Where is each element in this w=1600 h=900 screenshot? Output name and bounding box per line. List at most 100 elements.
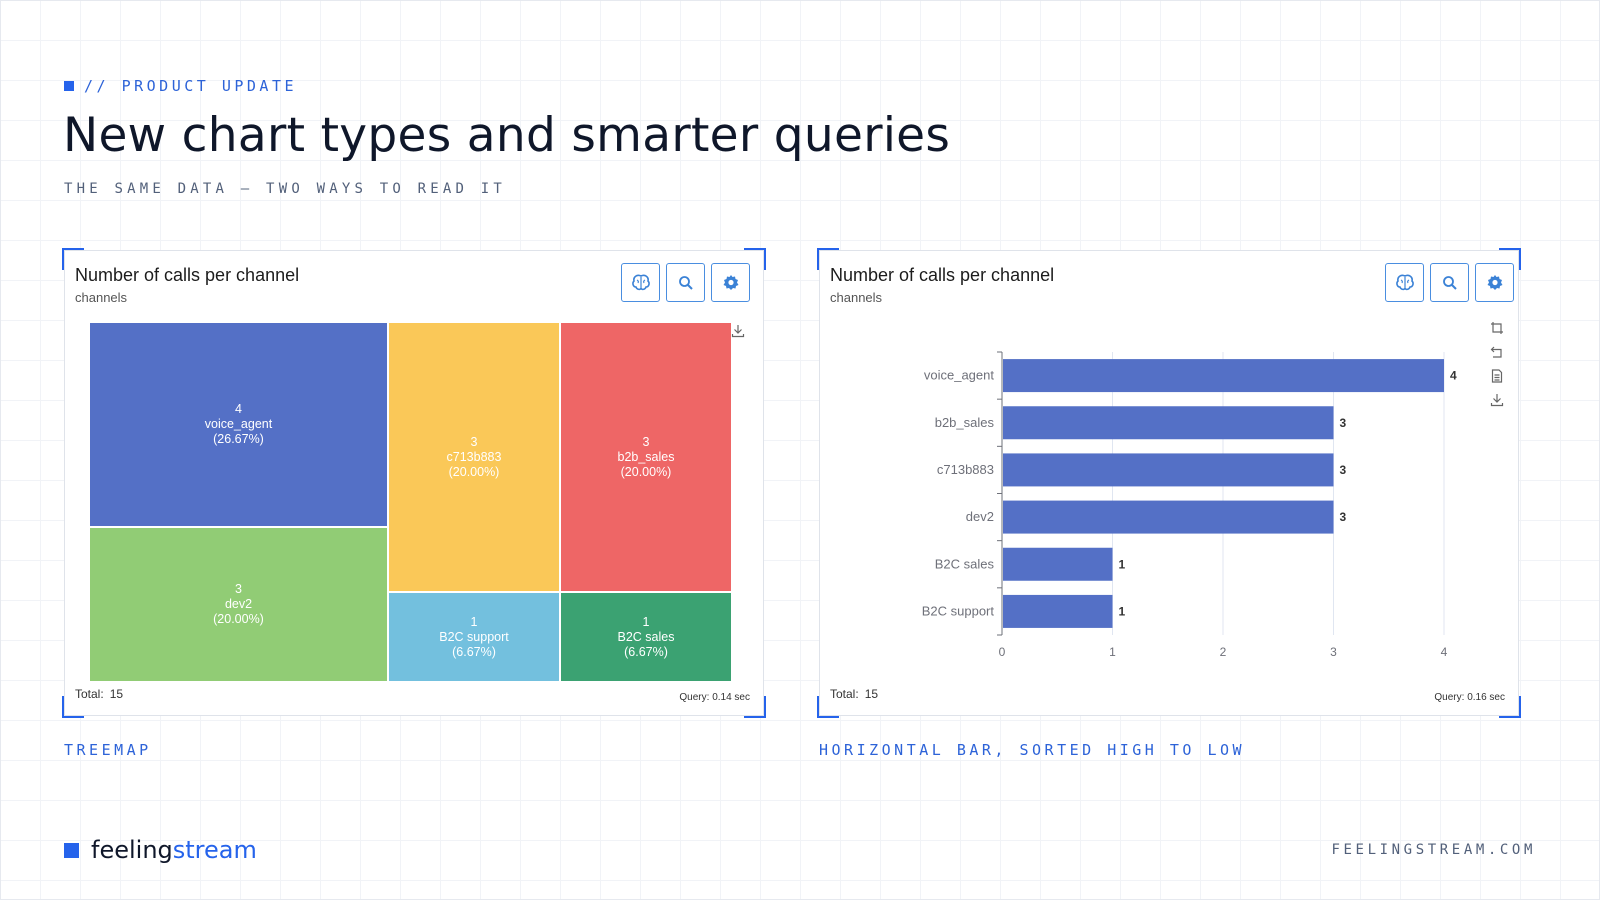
cell-value: 3 (642, 434, 650, 449)
corner-bracket (744, 248, 766, 270)
x-tick-label: 4 (1441, 645, 1448, 659)
card-title: Number of calls per channel (830, 265, 1055, 285)
bar-data-label: 3 (1340, 416, 1347, 430)
data-view-icon[interactable] (1490, 369, 1504, 383)
total-value: 15 (109, 687, 124, 701)
cell-name: B2C support (439, 629, 509, 644)
treemap-cell-b2c-support[interactable]: 1 B2C support (6.67%) (388, 592, 560, 682)
eyebrow-text: // PRODUCT UPDATE (84, 77, 298, 95)
page-subtitle: THE SAME DATA — TWO WAYS TO READ IT (64, 181, 507, 197)
bar-chart: 0 1 2 3 4 voice_agent 4 b2b_sales 3 c713b883 3 dev2… (922, 351, 1457, 659)
bar-b2b-sales[interactable] (1003, 406, 1334, 440)
undo-icon[interactable] (1490, 345, 1504, 359)
cell-name: c713b883 (446, 449, 502, 464)
total-label: Total: (830, 687, 859, 701)
card-subtitle: channels (75, 290, 128, 305)
card-title: Number of calls per channel (75, 265, 300, 285)
corner-bracket (1499, 696, 1521, 718)
treemap-cell-c713b883[interactable]: 3 c713b883 (20.00%) (388, 322, 560, 592)
brand-name-part2: stream (172, 836, 257, 864)
page-title: New chart types and smarter queries (63, 108, 951, 163)
bar-dev2[interactable] (1003, 500, 1334, 534)
x-tick-label: 2 (1220, 645, 1227, 659)
cell-pct: (6.67%) (452, 644, 496, 659)
bar-data-label: 4 (1450, 369, 1457, 383)
treemap-cell-dev2[interactable]: 3 dev2 (20.00%) (89, 527, 388, 682)
cell-value: 4 (235, 402, 242, 416)
total-count: Total: 15 (75, 687, 123, 701)
ai-brain-button[interactable] (1385, 263, 1424, 302)
download-icon[interactable] (1490, 393, 1504, 407)
card-subtitle: channels (830, 290, 883, 305)
treemap-cell-b2b-sales[interactable]: 3 b2b_sales (20.00%) (560, 322, 732, 592)
corner-bracket (817, 248, 839, 270)
treemap-cell-b2c-sales[interactable]: 1 B2C sales (6.67%) (560, 592, 732, 682)
gear-icon (723, 274, 738, 290)
cell-pct: (20.00%) (620, 464, 672, 479)
cell-name: b2b_sales (617, 449, 675, 464)
bar-b2c-sales[interactable] (1003, 547, 1113, 581)
brand-logo: feelingstream (64, 836, 257, 864)
eyebrow-square (64, 81, 74, 91)
y-category-label: B2C support (922, 603, 995, 618)
cell-value: 3 (470, 434, 478, 449)
x-tick-label: 0 (999, 645, 1006, 659)
bar-card: Number of calls per channel channels 0 1 2… (817, 248, 1521, 718)
download-icon[interactable] (731, 324, 745, 338)
cell-pct: (6.67%) (624, 644, 668, 659)
x-tick-label: 1 (1109, 645, 1116, 659)
treemap-card: Number of calls per channel channels 4 v… (62, 248, 766, 718)
treemap-chart: 4 voice_agent (26.67%) 3 c713b883 (20.00… (89, 322, 744, 688)
cell-name: voice_agent (204, 417, 273, 431)
site-url[interactable]: FEELINGSTREAM.COM (1331, 842, 1536, 858)
corner-bracket (1499, 248, 1521, 270)
chart-side-tools (1490, 321, 1504, 407)
bar-voice-agent[interactable] (1003, 359, 1444, 393)
y-category-label: voice_agent (924, 368, 994, 383)
brand-square (64, 842, 79, 858)
x-tick-label: 3 (1330, 645, 1337, 659)
brand-name-part1: feeling (91, 836, 173, 864)
cell-pct: (26.67%) (213, 432, 264, 446)
ai-brain-button[interactable] (621, 263, 660, 302)
bar-data-label: 1 (1119, 557, 1126, 571)
total-value: 15 (864, 687, 879, 701)
cell-value: 1 (470, 614, 478, 629)
bar-c713b883[interactable] (1003, 453, 1334, 487)
settings-button[interactable] (1475, 263, 1514, 302)
cell-value: 1 (642, 614, 650, 629)
search-icon (1442, 275, 1457, 290)
treemap-cell-voice-agent[interactable]: 4 voice_agent (26.67%) (89, 322, 388, 527)
search-button[interactable] (1430, 263, 1469, 302)
y-category-label: c713b883 (937, 462, 994, 477)
search-icon (678, 275, 693, 290)
cell-name: B2C sales (617, 629, 675, 644)
settings-button[interactable] (711, 263, 750, 302)
cell-value: 3 (235, 582, 242, 596)
brain-icon (631, 274, 650, 290)
y-category-label: dev2 (966, 509, 994, 524)
bar-data-label: 1 (1119, 604, 1126, 618)
y-category-label: B2C sales (935, 556, 995, 571)
gear-icon (1487, 274, 1502, 290)
brain-icon (1395, 274, 1414, 290)
y-category-label: b2b_sales (935, 415, 995, 430)
bar-caption: HORIZONTAL BAR, SORTED HIGH TO LOW (819, 741, 1246, 759)
search-button[interactable] (666, 263, 705, 302)
bar-data-label: 3 (1340, 510, 1347, 524)
query-time: Query: 0.16 sec (1434, 692, 1505, 703)
treemap-caption: TREEMAP (64, 741, 152, 759)
corner-bracket (62, 248, 84, 270)
eyebrow: // PRODUCT UPDATE (64, 77, 297, 95)
bar-data-label: 3 (1340, 463, 1347, 477)
restore-icon[interactable] (1490, 321, 1504, 335)
corner-bracket (817, 696, 839, 718)
total-label: Total: (75, 687, 104, 701)
query-time: Query: 0.14 sec (679, 692, 750, 703)
total-count: Total: 15 (830, 687, 878, 701)
corner-bracket (62, 696, 84, 718)
cell-pct: (20.00%) (448, 464, 500, 479)
cell-name: dev2 (224, 597, 253, 611)
bar-b2c-support[interactable] (1003, 594, 1113, 628)
corner-bracket (744, 696, 766, 718)
